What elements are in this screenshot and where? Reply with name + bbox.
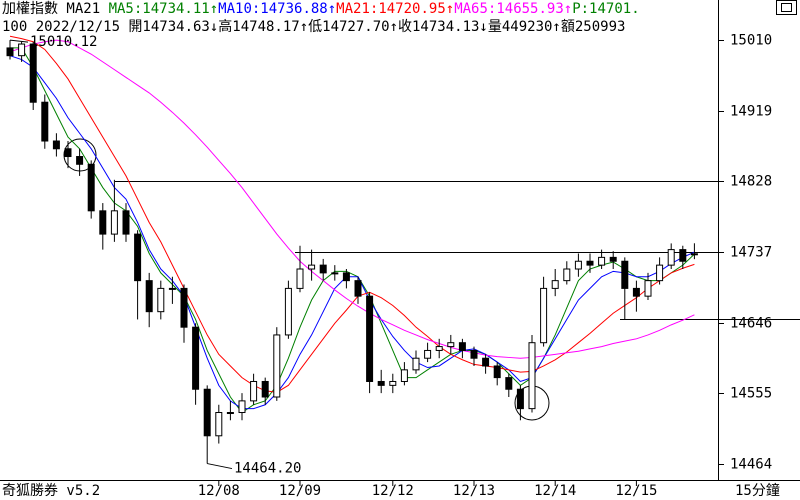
header-item: MA5:14734.11↑ — [109, 1, 219, 17]
candle-body — [157, 287, 165, 313]
header-item: MA65:14655.93↑ — [454, 1, 572, 17]
candle-body — [366, 295, 374, 382]
annotation: 14464.20 — [234, 461, 301, 477]
candle-body — [412, 357, 420, 371]
candle-body — [250, 380, 258, 402]
candle-body — [505, 377, 513, 390]
candle-body — [192, 326, 200, 390]
candle-body — [470, 349, 478, 359]
candle-body — [6, 47, 14, 57]
candle-body — [76, 156, 84, 165]
candle-body — [261, 380, 269, 398]
candle-body — [609, 256, 617, 262]
candle-body — [435, 346, 443, 351]
candle-body — [586, 260, 594, 266]
annotation-leader — [207, 463, 233, 470]
candle-body — [99, 210, 107, 235]
header-item: 加權指數 MA21 — [2, 1, 109, 17]
candle-body — [64, 148, 72, 158]
header-item: MA21:14720.95↑ — [336, 1, 454, 17]
x-tick-label: 12/08 — [198, 483, 240, 499]
candle-body — [226, 412, 234, 415]
candle-body — [632, 287, 640, 297]
candle-body — [215, 412, 223, 437]
candle-body — [389, 380, 397, 386]
candle-body — [447, 342, 455, 348]
candle-body — [342, 272, 350, 282]
candle-body — [354, 280, 362, 297]
candle-body — [168, 287, 176, 290]
candle-body — [180, 287, 188, 328]
candle-body — [273, 334, 281, 398]
candle-body — [667, 249, 675, 266]
plot-area: 15010 14919 14828 14737 14646 14555 14464 12/08… — [6, 33, 800, 499]
candle-body — [656, 264, 664, 282]
candle-body — [52, 140, 60, 150]
y-tick-label: 14464 — [730, 457, 772, 473]
x-tick-label: 12/13 — [453, 483, 495, 499]
candle-body — [296, 268, 304, 289]
x-tick-label: 12/09 — [279, 483, 321, 499]
candle-body — [18, 43, 26, 57]
candle-body — [679, 249, 687, 262]
y-tick-label: 14919 — [730, 104, 772, 120]
candle-body — [145, 280, 153, 313]
y-tick-label: 14646 — [730, 316, 772, 332]
candle-body — [540, 287, 548, 344]
candle-body — [563, 268, 571, 282]
candle-body — [110, 210, 118, 235]
x-tick-label: 12/15 — [615, 483, 657, 499]
header-item: 100 2022/12/15 開14734.63↓高14748.17↑低1472… — [2, 18, 625, 35]
candle-body — [493, 365, 501, 379]
header-item: MA10:14736.88↑ — [218, 1, 336, 17]
candle-body — [29, 43, 37, 103]
ma-line — [9, 35, 695, 393]
window-button-icon — [781, 3, 792, 12]
header-line: 加權指數 MA21 MA5:14734.11↑MA10:14736.88↑MA2… — [2, 1, 640, 17]
candle-body — [122, 210, 130, 235]
y-tick-label: 14737 — [730, 245, 772, 261]
candle-body — [203, 388, 211, 437]
window-button[interactable] — [776, 0, 797, 15]
annotation-leader — [9, 39, 29, 43]
header: 加權指數 MA21 MA5:14734.11↑MA10:14736.88↑MA2… — [2, 1, 640, 35]
candle-body — [621, 260, 629, 289]
candle-body — [308, 264, 316, 270]
ma-line — [10, 47, 695, 414]
ma-line — [9, 55, 695, 410]
candle-body — [284, 287, 292, 336]
ma-line — [9, 39, 695, 359]
candle-body — [424, 349, 432, 359]
x-tick-label: 12/14 — [534, 483, 576, 499]
candle-body — [87, 163, 95, 212]
annotation: 15010.12 — [30, 34, 97, 50]
header-line: 100 2022/12/15 開14734.63↓高14748.17↑低1472… — [2, 18, 625, 35]
y-tick-label: 14828 — [730, 174, 772, 190]
footer-right: 15分鐘 — [735, 482, 780, 499]
y-tick-label: 15010 — [730, 33, 772, 49]
y-tick-label: 14555 — [730, 386, 772, 402]
x-tick-label: 12/12 — [372, 483, 414, 499]
candle-body — [598, 256, 606, 266]
candle-body — [574, 260, 582, 270]
candle-body — [377, 380, 385, 386]
candle-body — [644, 280, 652, 297]
candle-body — [400, 369, 408, 382]
candle-body — [458, 342, 466, 351]
candle-body — [41, 101, 49, 142]
candle-body — [482, 357, 490, 367]
candle-body — [516, 388, 524, 410]
header-item: P:14701. — [572, 1, 639, 17]
footer-left: 奇狐勝券 v5.2 — [2, 482, 100, 499]
candle-body — [319, 264, 327, 274]
candle-body — [551, 280, 559, 289]
candle-body — [528, 342, 536, 410]
candle-body — [238, 400, 246, 414]
candle-body — [690, 253, 698, 256]
candle-body — [331, 272, 339, 275]
candle-body — [134, 233, 142, 282]
